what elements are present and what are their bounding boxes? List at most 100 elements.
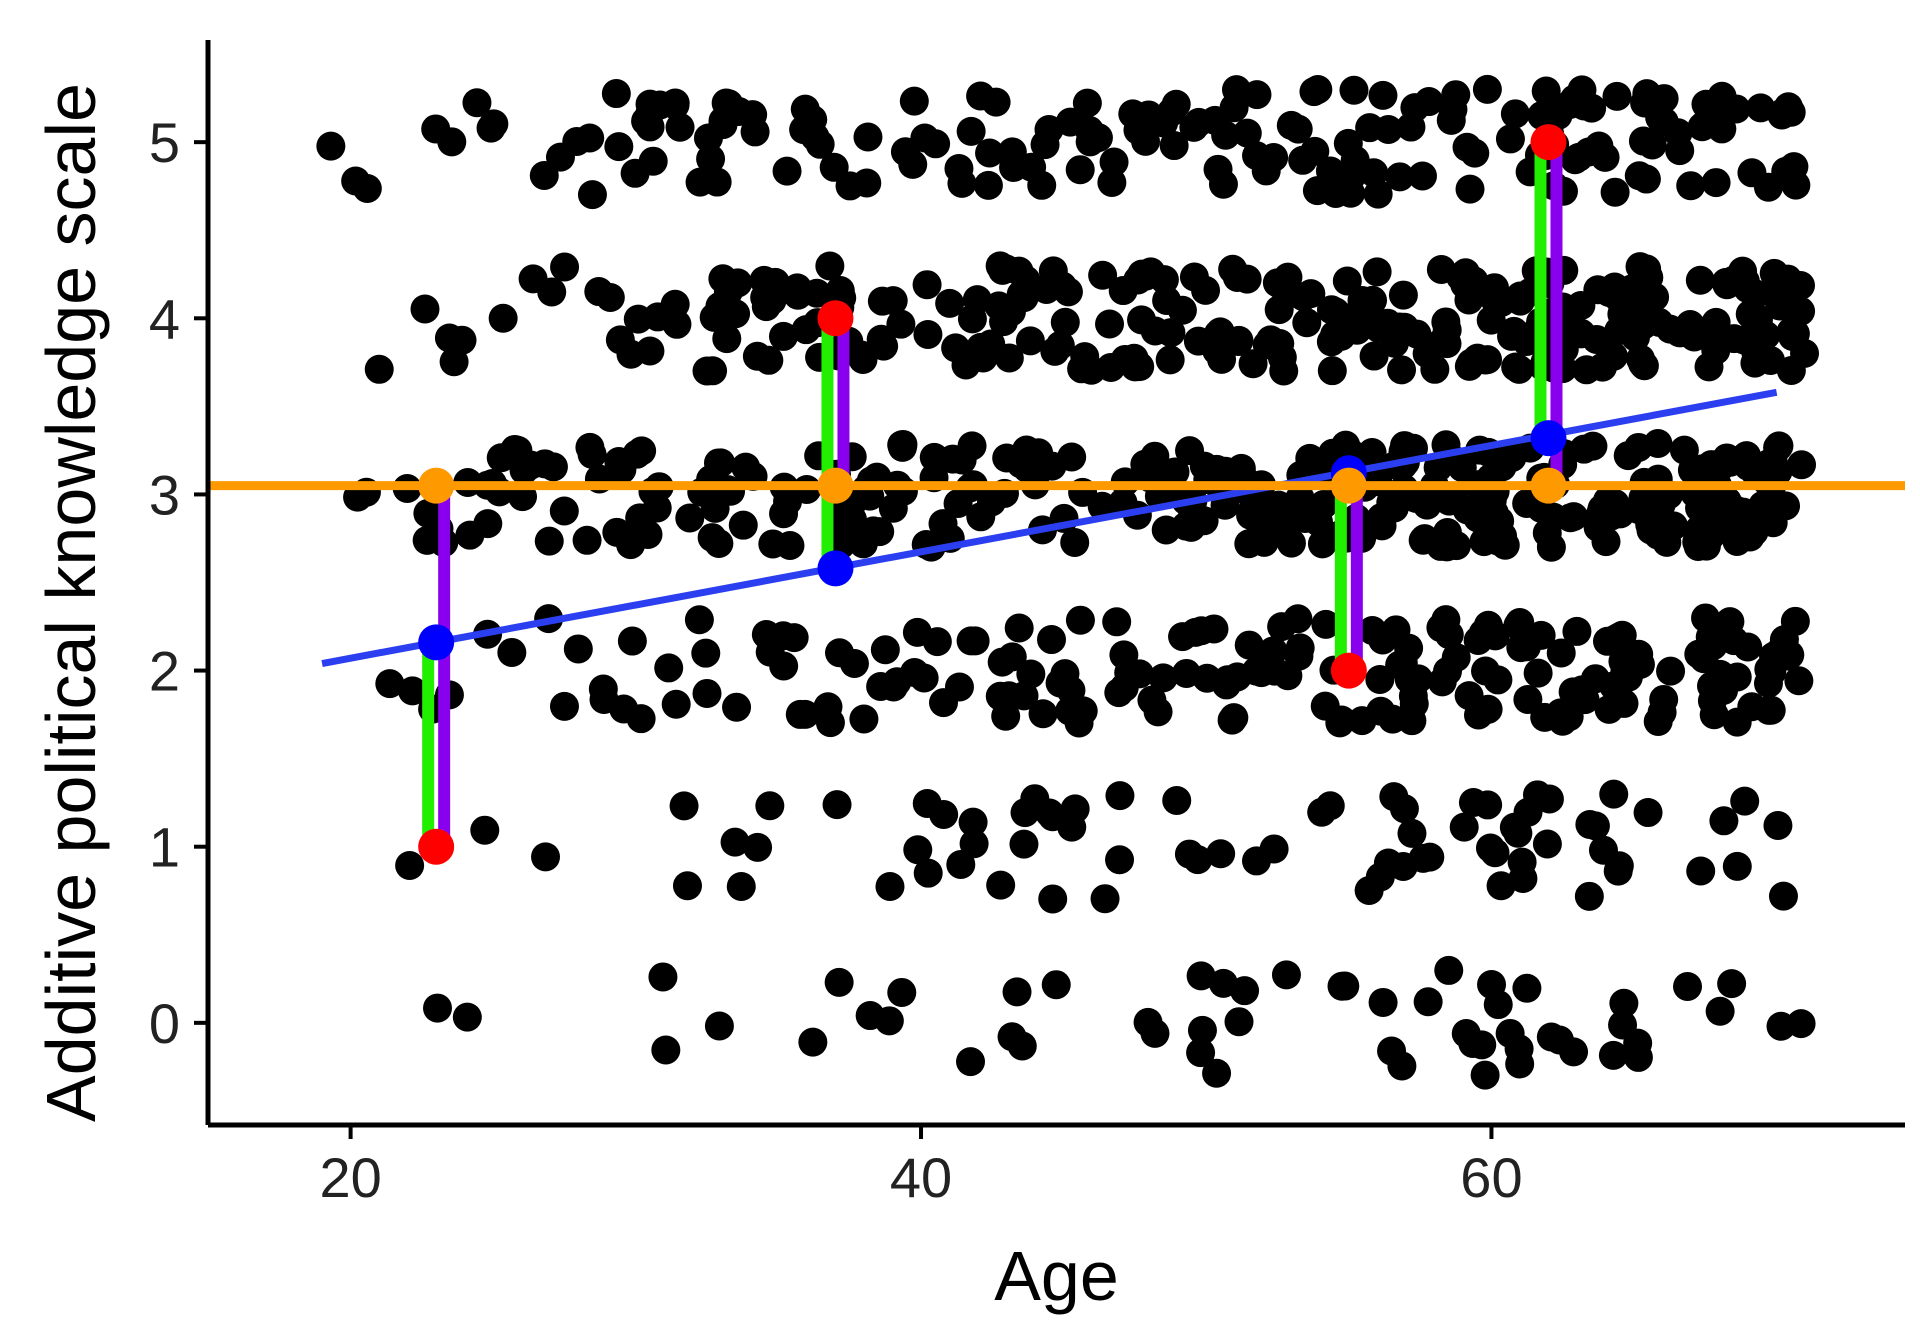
data-point bbox=[1397, 818, 1427, 848]
data-point bbox=[966, 81, 996, 111]
data-point bbox=[1495, 124, 1525, 154]
data-point bbox=[858, 516, 888, 546]
data-point bbox=[1004, 256, 1034, 286]
data-point bbox=[1292, 308, 1322, 338]
data-point bbox=[1009, 829, 1039, 859]
data-point bbox=[1050, 307, 1080, 337]
data-point bbox=[909, 663, 939, 693]
data-point bbox=[1602, 81, 1632, 111]
data-point bbox=[1709, 612, 1739, 642]
data-point bbox=[1179, 112, 1209, 142]
data-point bbox=[1385, 162, 1415, 192]
data-point bbox=[1037, 625, 1067, 655]
data-point bbox=[1683, 531, 1713, 561]
data-point bbox=[1631, 164, 1661, 194]
data-point bbox=[1065, 155, 1095, 185]
mean-value-marker bbox=[418, 467, 455, 504]
data-point bbox=[1053, 277, 1083, 307]
data-point bbox=[696, 144, 726, 174]
data-point bbox=[1241, 656, 1271, 686]
data-point bbox=[1272, 509, 1302, 539]
data-point bbox=[1472, 74, 1502, 104]
data-point bbox=[479, 109, 509, 139]
highlight-markers bbox=[418, 124, 1567, 865]
data-point bbox=[1283, 604, 1313, 634]
data-point bbox=[497, 637, 527, 667]
data-point bbox=[1669, 435, 1699, 465]
data-point bbox=[604, 132, 634, 162]
data-point bbox=[669, 791, 699, 821]
data-point bbox=[702, 167, 732, 197]
data-point bbox=[1781, 170, 1811, 200]
data-point bbox=[875, 872, 905, 902]
data-point bbox=[870, 635, 900, 665]
data-point bbox=[549, 691, 579, 721]
data-point bbox=[1600, 272, 1630, 302]
data-point bbox=[1756, 346, 1786, 376]
data-point bbox=[1475, 506, 1505, 536]
data-point bbox=[1285, 633, 1315, 663]
data-point bbox=[986, 870, 1016, 900]
data-point bbox=[455, 520, 485, 550]
data-point bbox=[1222, 262, 1252, 292]
data-point bbox=[751, 292, 781, 322]
data-point bbox=[1512, 326, 1542, 356]
data-point bbox=[959, 829, 989, 859]
data-point bbox=[1072, 88, 1102, 118]
data-point bbox=[1778, 321, 1808, 351]
mean-value-marker bbox=[1530, 467, 1567, 504]
data-point bbox=[1531, 76, 1561, 106]
data-point bbox=[1643, 429, 1673, 459]
data-point bbox=[1559, 502, 1589, 532]
data-point bbox=[1501, 352, 1531, 382]
data-point bbox=[1202, 1058, 1232, 1088]
data-point bbox=[1203, 154, 1233, 184]
data-point bbox=[1148, 663, 1178, 693]
data-point bbox=[1041, 970, 1071, 1000]
data-point bbox=[1644, 307, 1674, 337]
data-point bbox=[1685, 265, 1715, 295]
data-point bbox=[1068, 696, 1098, 726]
data-point bbox=[1434, 620, 1464, 650]
data-point bbox=[1016, 659, 1046, 689]
data-point bbox=[1097, 167, 1127, 197]
data-point bbox=[352, 173, 382, 203]
data-point bbox=[1415, 842, 1445, 872]
data-point bbox=[1217, 705, 1247, 735]
data-point bbox=[631, 106, 661, 136]
data-point bbox=[947, 445, 977, 475]
data-point bbox=[1786, 1009, 1816, 1039]
data-point bbox=[1040, 336, 1070, 366]
data-point bbox=[1006, 279, 1036, 309]
data-point bbox=[584, 277, 614, 307]
data-point bbox=[1362, 257, 1392, 287]
data-point bbox=[1299, 77, 1329, 107]
data-point bbox=[1427, 667, 1457, 697]
data-point bbox=[928, 688, 958, 718]
data-point bbox=[572, 525, 602, 555]
data-point bbox=[410, 294, 440, 324]
data-point bbox=[488, 303, 518, 333]
data-point bbox=[1696, 450, 1726, 480]
data-point bbox=[672, 871, 702, 901]
data-point bbox=[1583, 513, 1613, 543]
data-point bbox=[912, 789, 942, 819]
data-point bbox=[1004, 613, 1034, 643]
data-point bbox=[958, 807, 988, 837]
data-point bbox=[1598, 1040, 1628, 1070]
data-point bbox=[769, 499, 799, 529]
data-point bbox=[887, 432, 917, 462]
data-point bbox=[956, 1047, 986, 1077]
data-point bbox=[1186, 961, 1216, 991]
data-point bbox=[1743, 304, 1773, 334]
data-point bbox=[1652, 527, 1682, 557]
data-point bbox=[1283, 114, 1313, 144]
data-point bbox=[1598, 341, 1628, 371]
data-point bbox=[1621, 322, 1651, 352]
data-point bbox=[1373, 114, 1403, 144]
data-point bbox=[1536, 1022, 1566, 1052]
data-point bbox=[1486, 871, 1516, 901]
data-point bbox=[1640, 282, 1670, 312]
data-point bbox=[1002, 977, 1032, 1007]
